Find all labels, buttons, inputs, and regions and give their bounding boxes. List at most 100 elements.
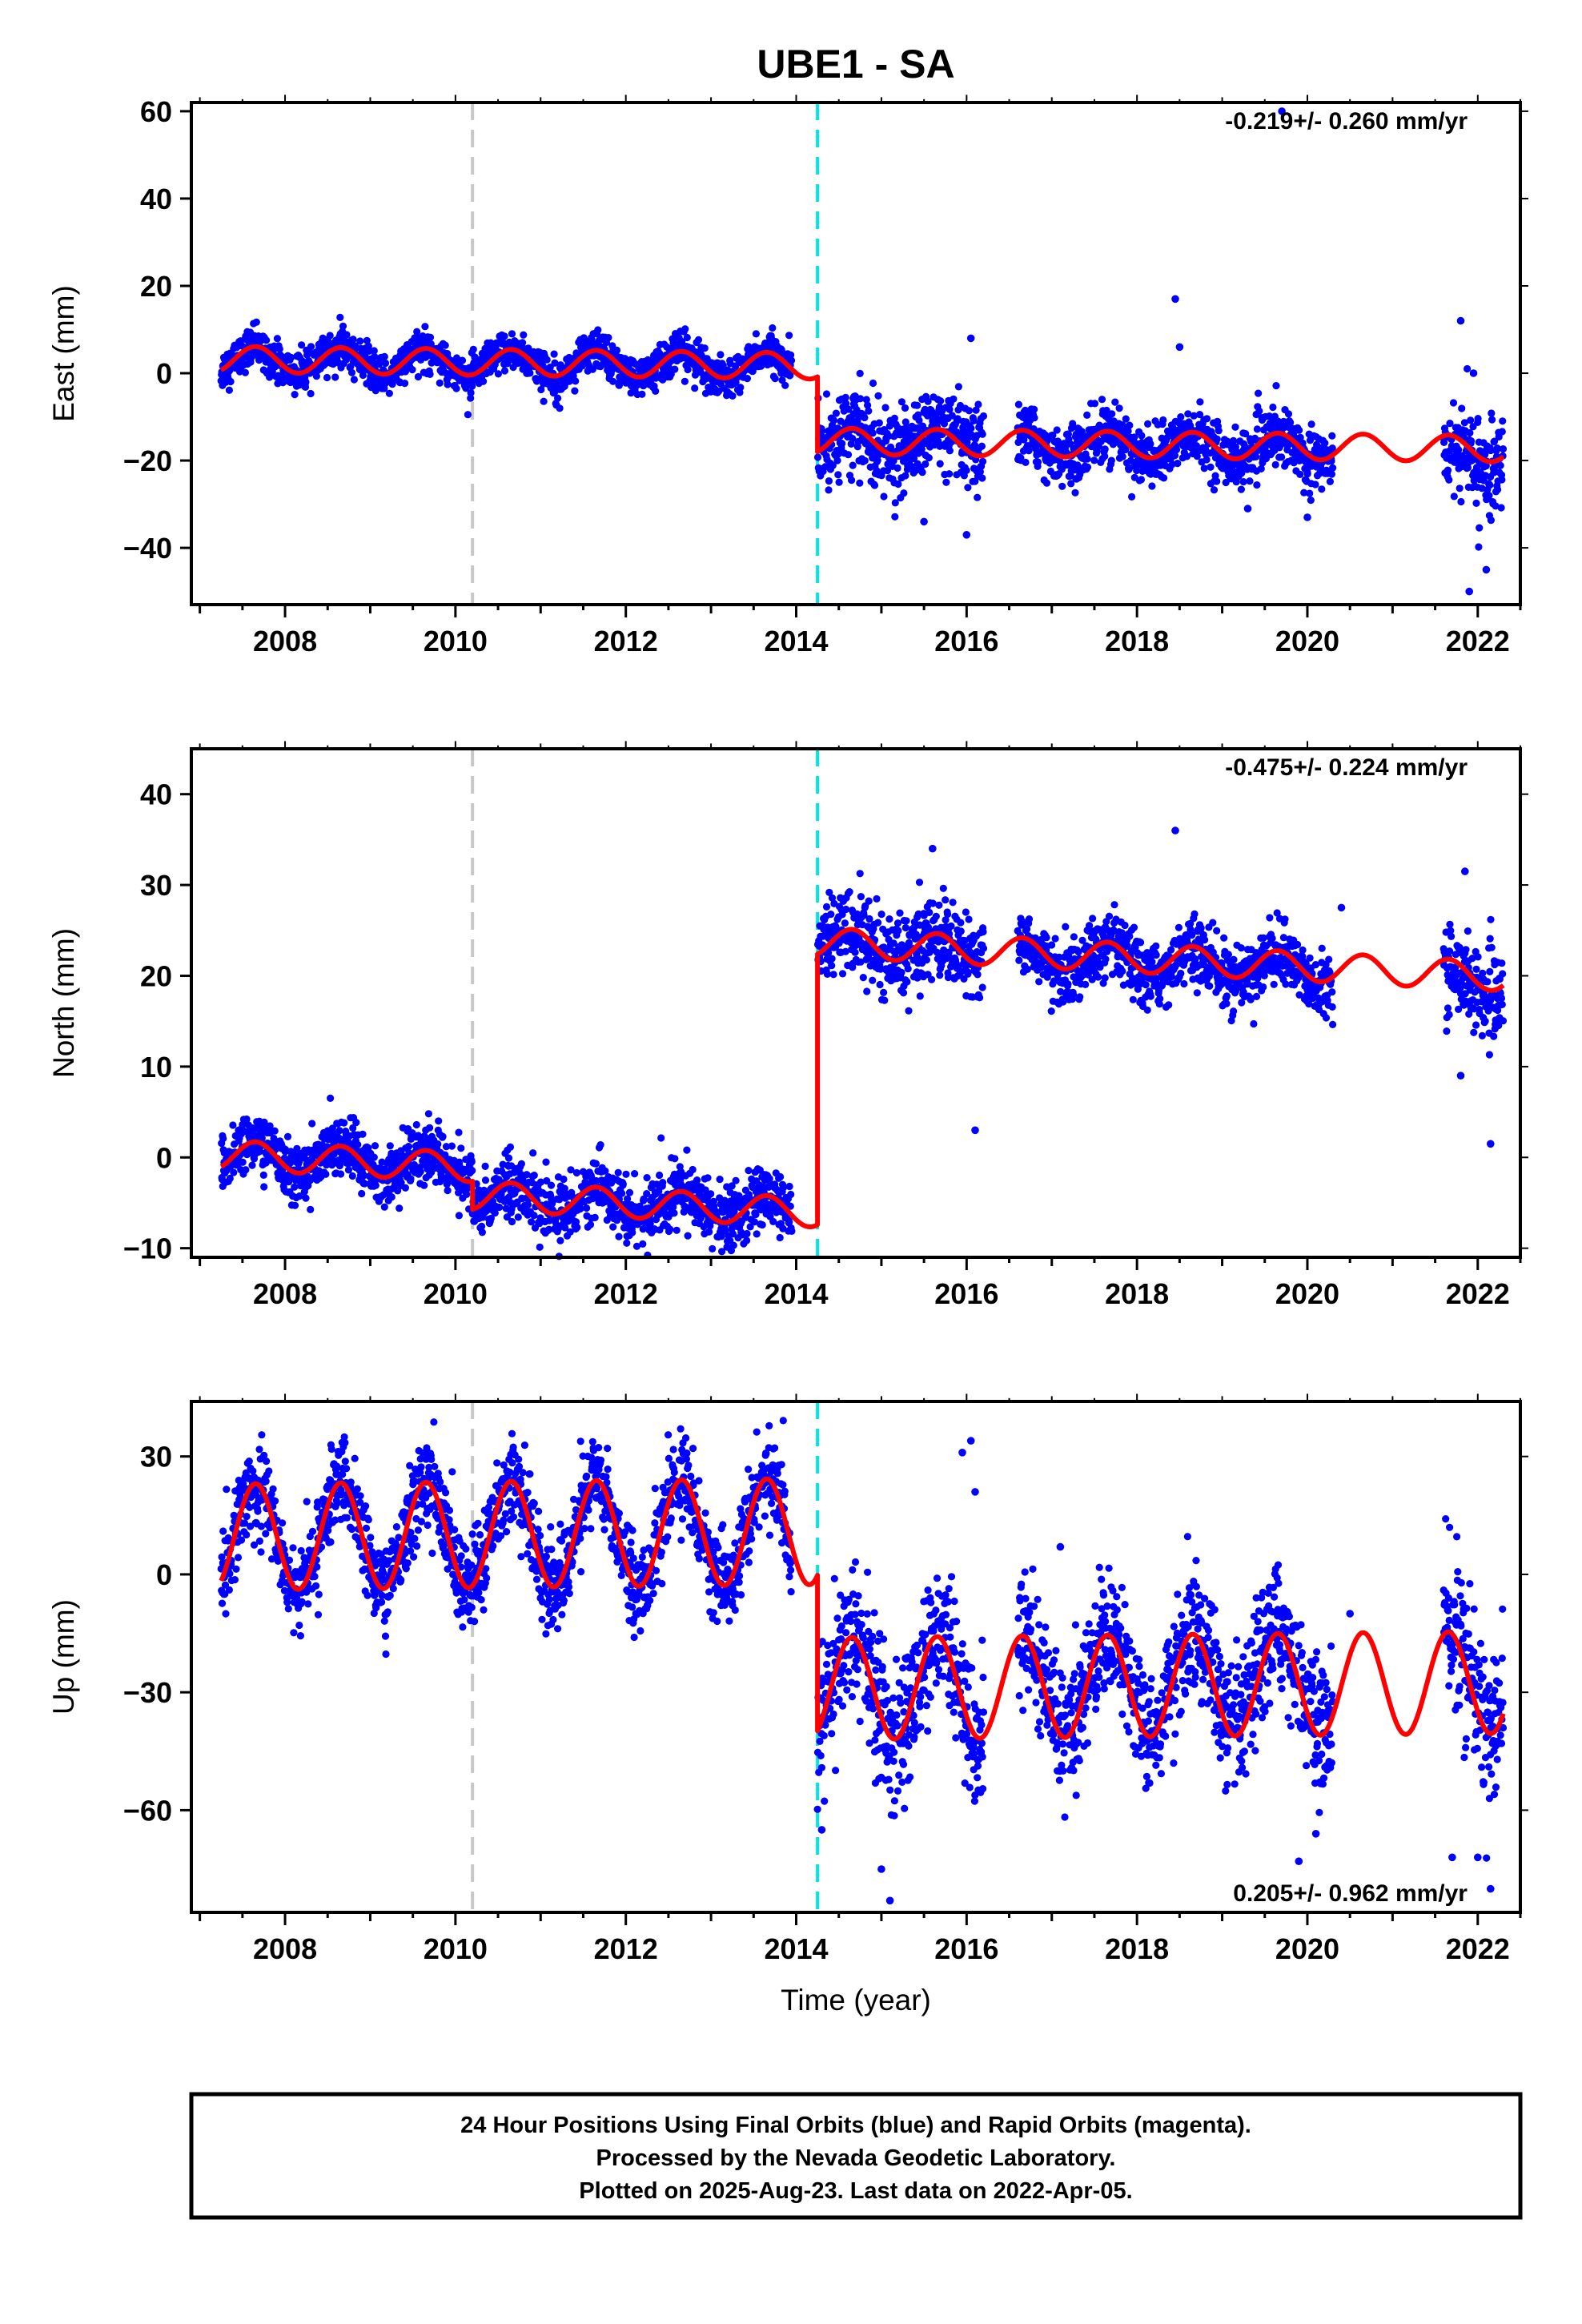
- east-data-point: [1450, 493, 1458, 501]
- east-data-point: [891, 513, 899, 521]
- north-data-point: [903, 978, 911, 986]
- east-data-point: [287, 353, 295, 361]
- east-data-point: [413, 328, 421, 336]
- north-data-point: [614, 1168, 622, 1176]
- east-x-tick-label: 2018: [1105, 625, 1169, 657]
- north-data-point: [656, 1171, 664, 1180]
- north-data-point: [829, 971, 837, 979]
- north-data-point: [683, 1146, 691, 1154]
- east-data-point: [861, 413, 869, 422]
- north-data-point: [845, 888, 853, 896]
- east-data-point: [1252, 452, 1260, 461]
- east-data-point: [385, 389, 393, 397]
- north-data-point: [340, 1119, 348, 1127]
- east-data-point: [1083, 455, 1091, 463]
- north-data-point: [916, 992, 924, 1000]
- east-x-tick-label: 2010: [424, 625, 488, 657]
- east-data-point: [1022, 458, 1030, 467]
- north-data-point: [704, 1174, 712, 1182]
- east-outlier-point: [1303, 513, 1311, 521]
- east-data-point: [861, 456, 869, 464]
- east-data-point: [302, 378, 310, 386]
- east-y-tick-label: 0: [156, 357, 172, 390]
- north-data-point: [504, 1154, 513, 1162]
- east-data-point: [1122, 415, 1130, 423]
- north-data-point: [478, 1228, 487, 1236]
- east-data-point: [571, 387, 579, 395]
- north-data-point: [876, 980, 884, 989]
- north-data-point: [573, 1224, 581, 1232]
- east-data-point: [604, 334, 612, 342]
- east-data-point: [343, 331, 351, 339]
- east-data-point: [381, 359, 390, 368]
- north-data-point: [530, 1212, 538, 1220]
- east-data-point: [1457, 497, 1465, 506]
- east-outlier-point: [1469, 369, 1478, 377]
- east-outlier-point: [1482, 565, 1491, 574]
- east-data-point: [441, 341, 449, 349]
- north-data-point: [838, 970, 847, 978]
- east-data-point: [1034, 458, 1042, 466]
- north-data-point: [542, 1158, 550, 1166]
- east-data-point: [1115, 404, 1123, 412]
- east-data-point: [241, 368, 249, 376]
- north-data-point: [894, 927, 902, 935]
- north-data-point: [547, 1181, 556, 1189]
- north-data-point: [915, 879, 924, 887]
- east-data-point: [401, 380, 409, 388]
- north-data-point: [842, 905, 850, 914]
- east-data-point: [1213, 435, 1221, 443]
- north-data-point: [745, 1167, 753, 1175]
- north-data-point: [841, 919, 849, 927]
- east-data-point: [1449, 399, 1458, 407]
- east-data-point: [226, 366, 234, 375]
- east-data-point: [1071, 489, 1079, 497]
- north-data-point: [880, 988, 888, 996]
- east-data-point: [227, 377, 235, 386]
- east-data-point: [1101, 445, 1109, 453]
- east-data-point: [1318, 485, 1326, 493]
- north-data-point: [743, 1229, 751, 1238]
- east-data-point: [1231, 423, 1239, 431]
- north-data-point: [758, 1220, 766, 1229]
- east-data-point: [1272, 382, 1280, 390]
- north-data-point: [348, 1172, 356, 1180]
- east-data-point: [1278, 453, 1286, 461]
- east-y-tick-label: −20: [123, 444, 172, 477]
- north-data-point: [670, 1209, 678, 1217]
- north-data-point: [716, 1176, 724, 1184]
- east-data-point: [543, 356, 551, 364]
- east-data-point: [829, 416, 838, 424]
- east-data-point: [835, 478, 843, 486]
- east-data-point: [1499, 417, 1507, 425]
- east-data-point: [1486, 481, 1494, 489]
- east-data-point: [1042, 479, 1051, 487]
- east-data-point: [936, 460, 944, 468]
- east-data-point: [870, 481, 879, 489]
- east-data-point: [500, 332, 508, 340]
- east-data-point: [652, 387, 660, 395]
- east-data-point: [681, 377, 689, 385]
- east-y-axis-label: East (mm): [47, 285, 80, 422]
- north-data-point: [302, 1194, 310, 1202]
- north-data-point: [396, 1204, 404, 1212]
- north-data-point: [248, 1161, 256, 1169]
- east-data-point: [873, 456, 881, 464]
- east-data-point: [1237, 485, 1245, 493]
- east-data-point: [526, 369, 534, 377]
- north-data-point: [242, 1166, 250, 1174]
- east-x-tick-label: 2020: [1275, 625, 1339, 657]
- east-data-point: [1307, 497, 1315, 505]
- east-data-point: [1108, 410, 1116, 418]
- east-data-point: [375, 360, 383, 368]
- east-data-point: [1058, 482, 1066, 490]
- east-data-point: [380, 352, 388, 360]
- north-data-point: [753, 1230, 761, 1238]
- east-data-point: [349, 336, 357, 344]
- east-x-tick-label: 2014: [764, 625, 828, 657]
- east-data-point: [612, 346, 621, 354]
- east-data-point: [857, 395, 865, 403]
- east-data-point: [875, 419, 883, 427]
- east-data-point: [1200, 464, 1208, 472]
- north-data-point: [416, 1168, 424, 1176]
